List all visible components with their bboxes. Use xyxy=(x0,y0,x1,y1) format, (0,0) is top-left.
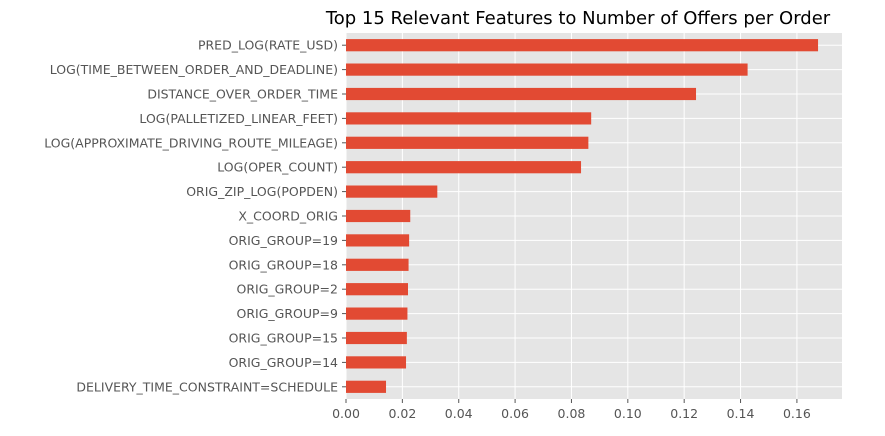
y-tick-label: ORIG_GROUP=9 xyxy=(237,306,339,321)
x-tick-label: 0.06 xyxy=(501,406,529,421)
bar xyxy=(346,39,819,52)
x-tick-label: 0.10 xyxy=(614,406,642,421)
bar xyxy=(346,63,748,76)
x-tick-label: 0.16 xyxy=(783,406,811,421)
y-tick-label: LOG(PALLETIZED_LINEAR_FEET) xyxy=(139,111,338,126)
y-tick-label: X_COORD_ORIG xyxy=(238,209,338,224)
y-tick-label: DELIVERY_TIME_CONSTRAINT=SCHEDULE xyxy=(76,379,338,394)
y-tick-label: ORIG_GROUP=18 xyxy=(229,257,338,272)
y-tick-label: ORIG_GROUP=15 xyxy=(229,331,338,346)
bar xyxy=(346,356,407,369)
y-tick-label: ORIG_GROUP=14 xyxy=(229,355,338,370)
x-tick-labels: 0.00 0.02 0.04 0.06 0.08 0.10 0.12 0.14 0.16 xyxy=(332,399,811,421)
bar xyxy=(346,258,409,271)
bars xyxy=(346,39,819,393)
y-tick-labels: PRED_LOG(RATE_USD) LOG(TIME_BETWEEN_ORDER… xyxy=(44,38,346,394)
y-tick-label: DISTANCE_OVER_ORDER_TIME xyxy=(147,87,338,102)
bar xyxy=(346,185,438,198)
x-tick-label: 0.12 xyxy=(670,406,698,421)
y-tick-label: LOG(TIME_BETWEEN_ORDER_AND_DEADLINE) xyxy=(50,62,338,77)
chart-title: Top 15 Relevant Features to Number of Of… xyxy=(325,8,831,29)
bar xyxy=(346,283,408,296)
x-tick-label: 0.14 xyxy=(727,406,755,421)
x-tick-label: 0.00 xyxy=(332,406,360,421)
bar xyxy=(346,161,582,174)
bar xyxy=(346,112,592,125)
y-tick-label: ORIG_GROUP=19 xyxy=(229,233,338,248)
bar xyxy=(346,209,411,223)
bar xyxy=(346,136,589,149)
y-tick-label: LOG(APPROXIMATE_DRIVING_ROUTE_MILEAGE) xyxy=(44,135,338,150)
bar xyxy=(346,307,408,320)
y-tick-label: ORIG_GROUP=2 xyxy=(237,282,338,297)
x-tick-label: 0.02 xyxy=(388,406,416,421)
y-tick-label: LOG(OPER_COUNT) xyxy=(217,160,338,175)
bar xyxy=(346,380,387,393)
x-tick-label: 0.08 xyxy=(558,406,586,421)
y-tick-label: PRED_LOG(RATE_USD) xyxy=(198,38,338,53)
bar xyxy=(346,331,407,345)
bar xyxy=(346,234,410,247)
y-tick-label: ORIG_ZIP_LOG(POPDEN) xyxy=(186,184,338,199)
bar xyxy=(346,87,697,101)
x-tick-label: 0.04 xyxy=(445,406,473,421)
